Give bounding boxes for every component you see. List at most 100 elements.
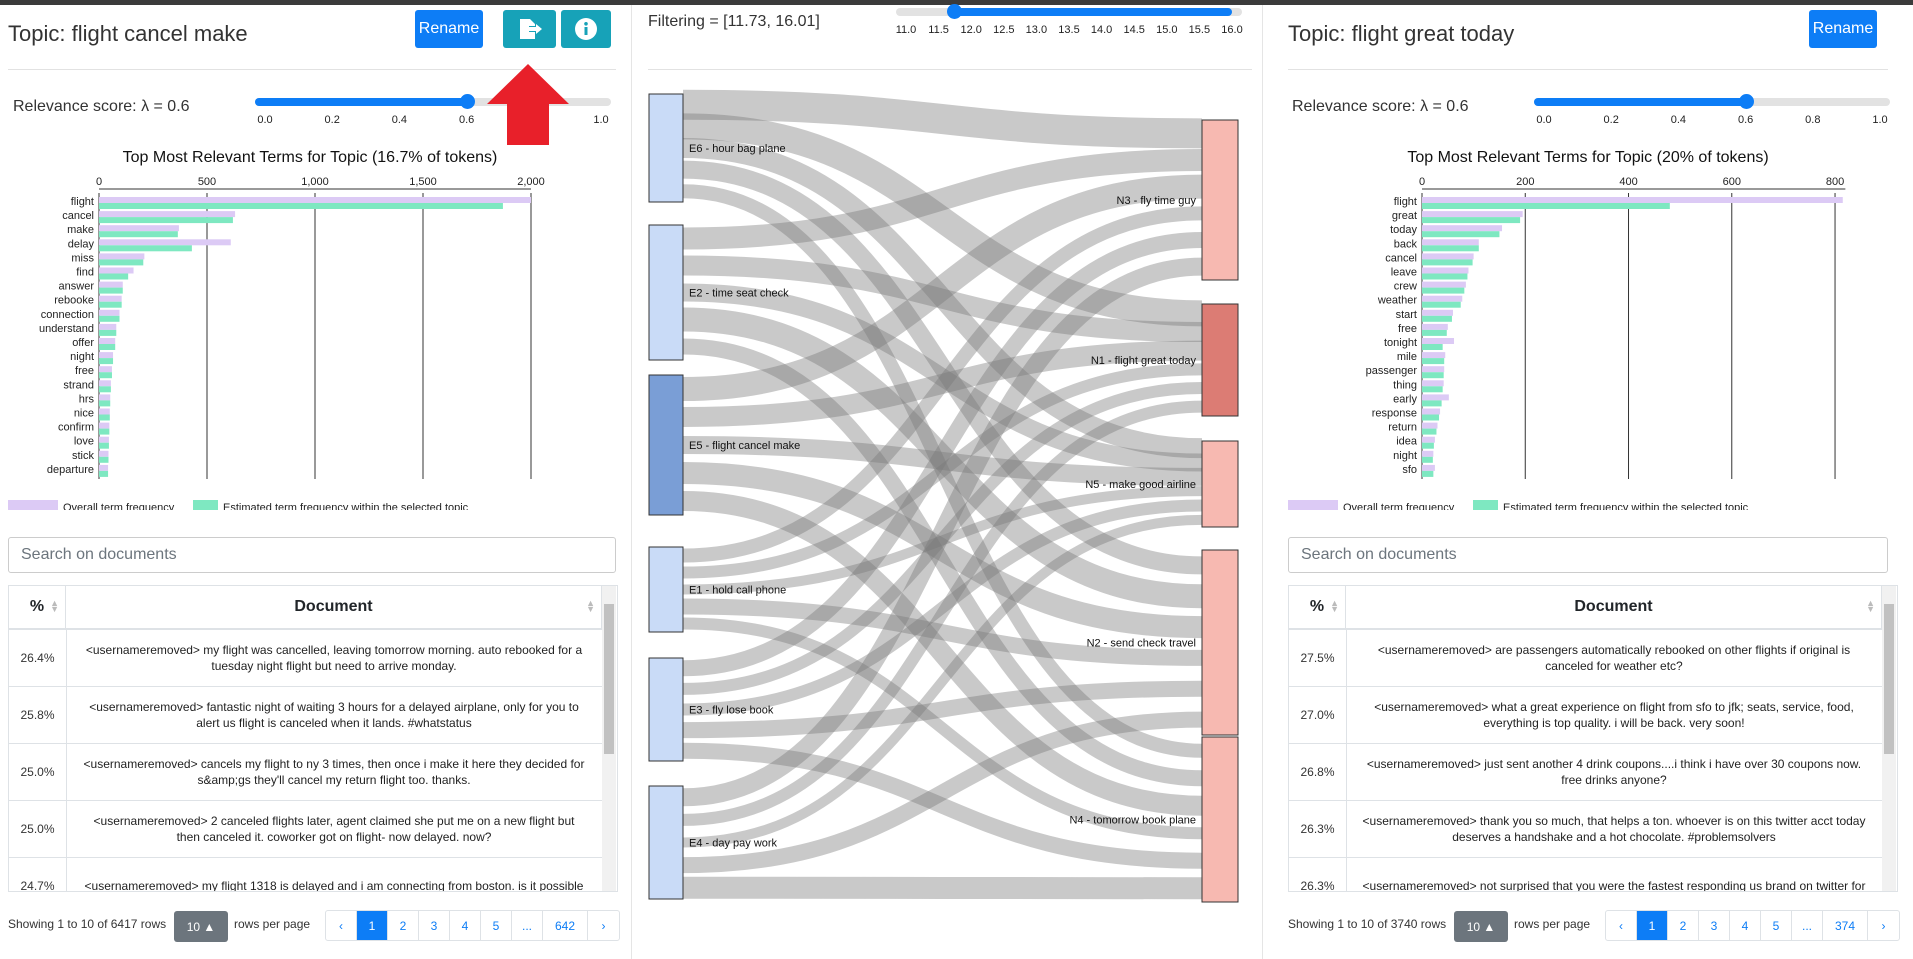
table-row[interactable]: 27.5% <usernameremoved> are passengers au…: [1289, 630, 1882, 687]
topic-frequency-bar[interactable]: [1422, 231, 1500, 238]
topic-frequency-bar[interactable]: [1422, 287, 1465, 294]
column-header-percent[interactable]: % ▲ ▼: [9, 586, 66, 630]
page-button[interactable]: 3: [419, 911, 450, 940]
topic-frequency-bar[interactable]: [99, 344, 116, 350]
overall-frequency-bar[interactable]: [1422, 394, 1449, 401]
overall-frequency-bar[interactable]: [1422, 408, 1441, 415]
rename-button[interactable]: Rename: [415, 10, 483, 48]
topic-frequency-bar[interactable]: [1422, 372, 1444, 379]
sankey-link[interactable]: [682, 436, 1203, 486]
next-page-button[interactable]: ›: [601, 918, 606, 933]
topic-frequency-bar[interactable]: [1422, 400, 1442, 407]
relevance-slider[interactable]: 0.0 0.2 0.4 0.6 0.8 1.0: [1534, 89, 1890, 129]
topic-frequency-bar[interactable]: [1422, 315, 1452, 322]
overall-frequency-bar[interactable]: [1422, 436, 1435, 443]
topic-frequency-bar[interactable]: [99, 203, 503, 209]
sankey-link[interactable]: [682, 307, 1203, 609]
sankey-link[interactable]: [682, 338, 1203, 787]
table-scrollbar[interactable]: [1882, 586, 1896, 891]
topic-frequency-bar[interactable]: [1422, 456, 1433, 463]
column-header-document[interactable]: Document ▲ ▼: [66, 586, 602, 630]
sankey-link[interactable]: [682, 113, 1203, 327]
sankey-link[interactable]: [682, 255, 1203, 342]
sankey-link[interactable]: [682, 283, 1203, 472]
search-input[interactable]: [1288, 537, 1888, 573]
sankey-source-node[interactable]: [648, 93, 684, 203]
sankey-link[interactable]: [682, 363, 1203, 579]
sankey-source-node[interactable]: [648, 224, 684, 361]
overall-frequency-bar[interactable]: [1422, 281, 1466, 288]
topic-frequency-bar[interactable]: [99, 414, 110, 421]
table-row[interactable]: 26.3% <usernameremoved> not surprised tha…: [1289, 858, 1882, 891]
overall-frequency-bar[interactable]: [99, 281, 123, 288]
overall-frequency-bar[interactable]: [1422, 211, 1523, 218]
sankey-target-node[interactable]: [1201, 303, 1239, 417]
topic-frequency-bar[interactable]: [1422, 273, 1468, 280]
overall-frequency-bar[interactable]: [99, 211, 236, 218]
topic-frequency-bar[interactable]: [99, 315, 120, 322]
topic-frequency-bar[interactable]: [99, 470, 109, 477]
overall-frequency-bar[interactable]: [1422, 323, 1448, 330]
topic-frequency-bar[interactable]: [99, 329, 117, 336]
topic-frequency-bar[interactable]: [1422, 217, 1521, 224]
overall-frequency-bar[interactable]: [99, 197, 531, 203]
topic-frequency-bar[interactable]: [99, 400, 111, 407]
overall-frequency-bar[interactable]: [1422, 422, 1438, 429]
sankey-source-node[interactable]: [648, 785, 684, 900]
sankey-link[interactable]: [682, 499, 1203, 716]
topic-frequency-bar[interactable]: [1422, 386, 1443, 393]
overall-frequency-bar[interactable]: [99, 394, 111, 401]
topic-frequency-bar[interactable]: [99, 273, 129, 280]
next-page-button[interactable]: ›: [1881, 918, 1886, 933]
overall-frequency-bar[interactable]: [99, 267, 134, 274]
slider-handle[interactable]: [459, 94, 475, 109]
topic-frequency-bar[interactable]: [99, 259, 144, 266]
sankey-link[interactable]: [682, 711, 1203, 874]
table-row[interactable]: 24.7% <usernameremoved> my flight 1318 is…: [9, 858, 602, 891]
topic-frequency-bar[interactable]: [1422, 301, 1461, 308]
page-button[interactable]: 1: [357, 911, 388, 940]
overall-frequency-bar[interactable]: [99, 436, 109, 443]
rows-per-page-dropdown[interactable]: 10 ▲: [174, 911, 228, 942]
table-scrollbar[interactable]: [602, 586, 616, 891]
page-button[interactable]: 2: [388, 911, 419, 940]
topic-frequency-bar[interactable]: [1422, 329, 1447, 336]
sankey-link[interactable]: [682, 382, 1203, 695]
overall-frequency-bar[interactable]: [1422, 253, 1474, 260]
filter-range-slider[interactable]: 11.0 11.5 12.0 12.5 13.0 13.5 14.0 14.5 15.0 15.5…: [896, 0, 1243, 39]
prev-page-button[interactable]: ‹: [326, 911, 357, 940]
overall-frequency-bar[interactable]: [1422, 267, 1469, 274]
info-button[interactable]: [561, 10, 611, 48]
overall-frequency-bar[interactable]: [99, 352, 114, 359]
overall-frequency-bar[interactable]: [99, 295, 122, 302]
sankey-link[interactable]: [682, 400, 1203, 826]
sankey-link[interactable]: [682, 876, 1203, 900]
sankey-link[interactable]: [682, 174, 1203, 401]
prev-page-button[interactable]: ‹: [1606, 911, 1637, 940]
sankey-target-node[interactable]: [1201, 440, 1239, 528]
page-button[interactable]: 4: [1730, 911, 1761, 940]
overall-frequency-bar[interactable]: [99, 422, 110, 429]
overall-frequency-bar[interactable]: [99, 450, 109, 457]
page-button[interactable]: 374: [1823, 911, 1868, 940]
topic-frequency-bar[interactable]: [99, 231, 178, 238]
sankey-link[interactable]: [682, 514, 1203, 848]
overall-frequency-bar[interactable]: [1422, 309, 1453, 316]
topic-frequency-bar[interactable]: [1422, 245, 1479, 252]
table-row[interactable]: 26.8% <usernameremoved> just sent another…: [1289, 744, 1882, 801]
slider-handle[interactable]: [1738, 94, 1754, 109]
sankey-link[interactable]: [682, 340, 1203, 427]
table-row[interactable]: 25.0% <usernameremoved> 2 canceled flight…: [9, 801, 602, 858]
topic-frequency-bar[interactable]: [1422, 259, 1473, 266]
table-row[interactable]: 25.8% <usernameremoved> fantastic night o…: [9, 687, 602, 744]
sankey-link[interactable]: [682, 680, 1203, 739]
topic-frequency-bar[interactable]: [99, 428, 110, 435]
topic-frequency-bar[interactable]: [99, 386, 111, 393]
sankey-link[interactable]: [682, 149, 1203, 250]
topic-frequency-bar[interactable]: [1422, 442, 1434, 449]
page-button[interactable]: 3: [1699, 911, 1730, 940]
sankey-link[interactable]: [682, 486, 1203, 595]
sankey-source-node[interactable]: [648, 657, 684, 762]
table-row[interactable]: 26.4% <usernameremoved> my flight was can…: [9, 630, 602, 687]
topic-frequency-bar[interactable]: [99, 442, 109, 449]
